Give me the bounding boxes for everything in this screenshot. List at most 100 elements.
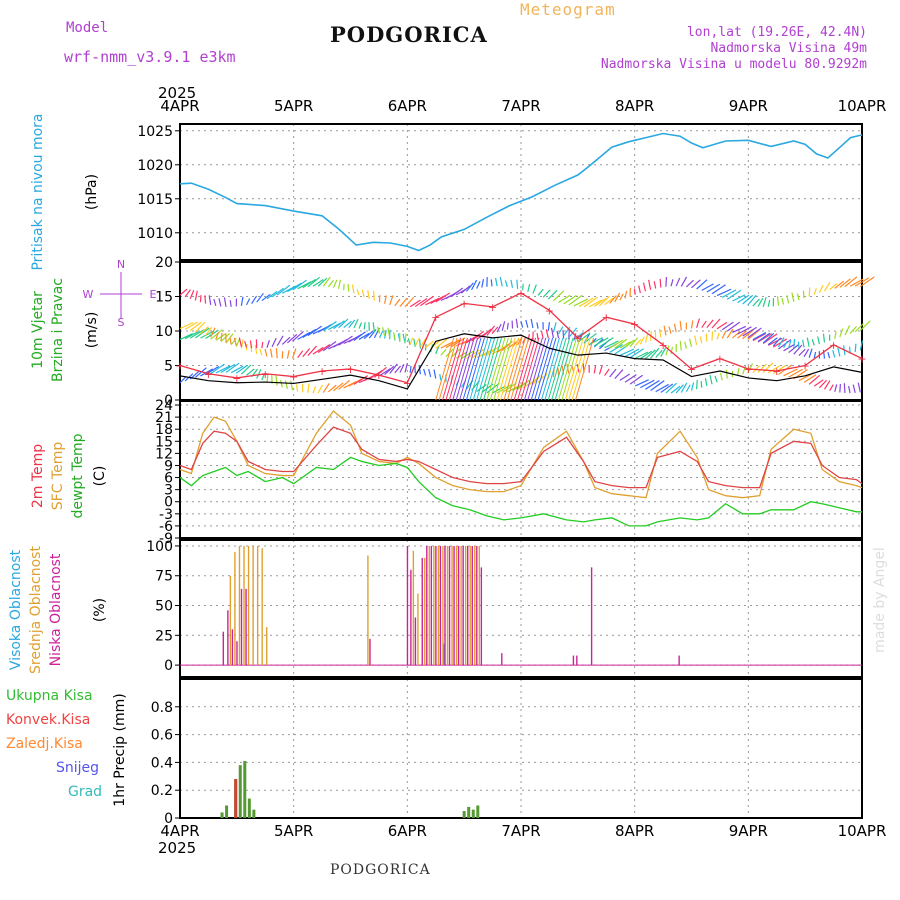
wind-barb <box>609 344 623 353</box>
wind-barb-strong <box>537 337 557 401</box>
wind-barb <box>363 322 366 330</box>
wind-barb <box>229 300 232 307</box>
wind-gust-marker: + <box>374 369 383 382</box>
watermark-label: made by Angel <box>872 547 888 653</box>
wind-barb <box>762 333 778 345</box>
wind-gust-marker: + <box>431 311 440 324</box>
wind-barb-strong <box>564 337 584 401</box>
wind-barb <box>269 348 273 358</box>
wind-barb-strong <box>561 337 581 401</box>
meteogram-label: Meteogram <box>520 0 616 19</box>
wind-barb-strong <box>455 337 475 401</box>
y-tick-label: 75 <box>155 569 173 585</box>
y-tick-label: 1010 <box>137 226 173 242</box>
wind-barb <box>307 383 310 393</box>
wind-barb <box>240 296 244 306</box>
wind-barb <box>281 336 291 345</box>
wind-barb <box>510 279 514 288</box>
wind-barb <box>393 332 396 340</box>
wind-gust-marker: + <box>488 301 497 314</box>
wind-barb <box>409 365 412 373</box>
wind-barb <box>822 333 826 343</box>
wind-barb <box>557 326 564 335</box>
wind-barb <box>818 379 827 389</box>
wind-barb <box>680 382 688 393</box>
wind-barb <box>732 331 741 339</box>
wind-barb-strong <box>540 337 560 401</box>
wind-barb <box>194 367 207 378</box>
wind-barb <box>619 293 624 301</box>
wind-barb <box>501 382 517 393</box>
wind-barb <box>658 328 662 338</box>
wind-barb-strong <box>459 337 479 401</box>
wind-barb <box>210 327 216 338</box>
wind-barb <box>404 333 407 343</box>
wind-barb <box>245 298 251 306</box>
wind-barb <box>471 347 486 359</box>
wind-barb <box>494 277 498 287</box>
wind-barb-strong <box>547 337 567 401</box>
wind-barb <box>333 320 345 330</box>
wind-barb <box>540 330 544 339</box>
wind-barb <box>725 369 728 379</box>
wind-barb <box>266 340 270 348</box>
wind-barb <box>251 295 258 304</box>
precip-bar-total <box>476 805 480 818</box>
cloud-label-high: Visoka Oblacnost <box>8 549 24 670</box>
cloud-label-mid: Srednja Oblacnost <box>28 546 44 674</box>
pressure-series <box>179 132 863 252</box>
wind-barb-strong <box>462 337 482 401</box>
wind-barb <box>440 348 447 356</box>
wind-barb-strong <box>523 337 543 401</box>
wind-barb <box>210 329 223 340</box>
wind-barb-strong <box>438 337 458 401</box>
wind-barb <box>638 285 641 294</box>
wind-barb <box>261 293 271 302</box>
wind-barb <box>496 343 509 353</box>
wind-barb <box>716 288 732 297</box>
y-tick-label: -3 <box>159 507 173 523</box>
wind-barb <box>823 282 831 292</box>
wind-barb-strong <box>520 337 540 401</box>
wind-barb <box>778 339 792 350</box>
y-tick-label: 21 <box>155 410 173 426</box>
wind-barb <box>762 297 767 308</box>
wind-barb <box>184 321 198 330</box>
wind-barb <box>312 279 324 287</box>
wind-barb <box>817 336 820 345</box>
wind-barb <box>240 339 244 349</box>
wind-barb <box>490 279 493 287</box>
wind-barb <box>189 321 202 332</box>
wind-barb <box>696 379 698 390</box>
wind-barb <box>235 364 248 374</box>
wind-barb <box>292 279 307 291</box>
wind-barb <box>578 332 591 342</box>
precip-bar-total <box>225 805 229 818</box>
wind-barb <box>701 320 707 328</box>
wind-barb <box>798 373 813 382</box>
temp-series-t2m <box>179 426 863 489</box>
wind-barb <box>238 337 242 347</box>
wind-barb <box>798 348 806 357</box>
wind-barb <box>291 348 297 359</box>
wind-barb <box>213 298 217 306</box>
wind-barb <box>573 298 589 307</box>
wind-barb-strong <box>448 337 468 401</box>
wind-barb <box>752 298 760 307</box>
wind-gust-marker: + <box>317 365 326 378</box>
wind-barb <box>204 295 207 304</box>
wind-barb <box>200 326 209 335</box>
wind-barb-strong <box>530 337 550 401</box>
wind-barb <box>684 341 687 349</box>
wind-barb <box>645 380 660 390</box>
wind-barb <box>542 289 551 298</box>
wind-barb <box>711 318 721 329</box>
precip-bar-total <box>238 765 242 818</box>
y-tick-label: 3 <box>164 483 173 499</box>
wind-barb <box>829 283 838 291</box>
wind-barb-strong <box>554 337 574 401</box>
wind-barb <box>665 276 668 287</box>
precip-bar-total <box>220 812 224 818</box>
wind-gust-marker: + <box>516 287 525 300</box>
wind-barb <box>808 287 811 297</box>
